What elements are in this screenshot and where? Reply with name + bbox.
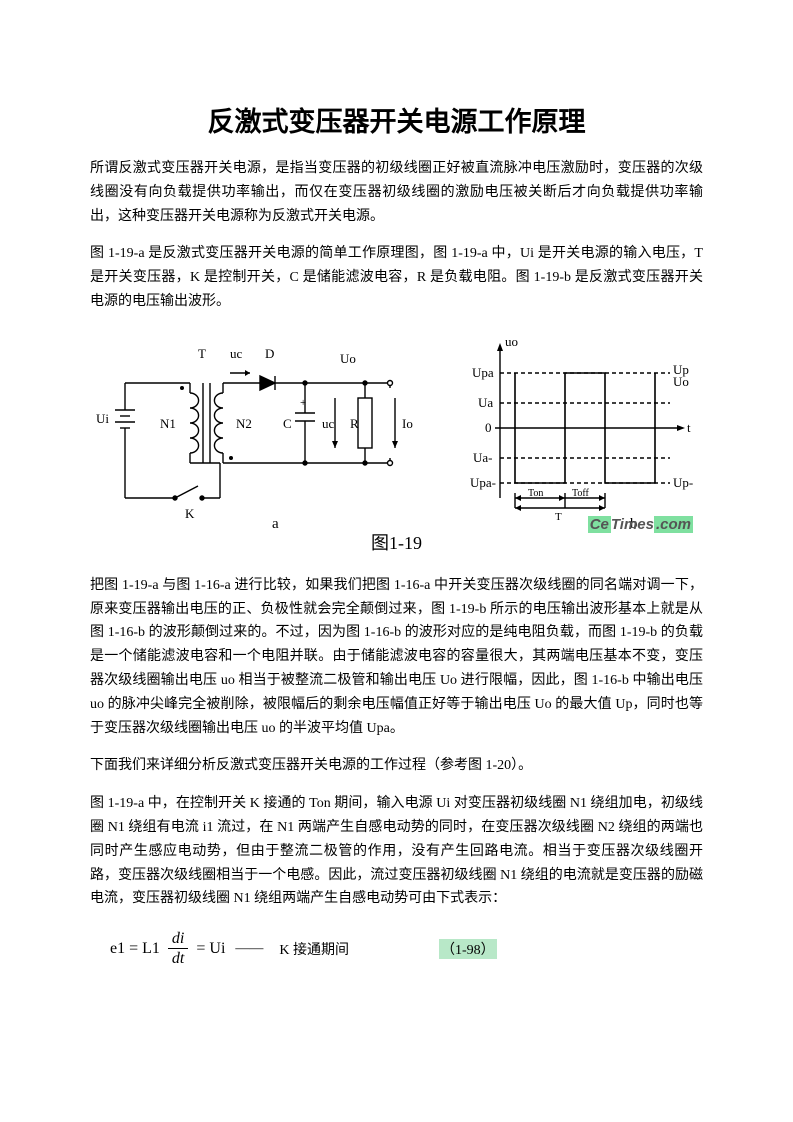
- svg-text:C: C: [283, 416, 292, 431]
- svg-text:Uo: Uo: [673, 374, 689, 389]
- svg-text:Ua: Ua: [478, 395, 493, 410]
- watermark: CeTimes.com: [588, 516, 693, 533]
- svg-text:N2: N2: [236, 416, 252, 431]
- paragraph-1: 所谓反激式变压器开关电源，是指当变压器的初级线圈正好被直流脉冲电压激励时，变压器…: [90, 157, 703, 228]
- svg-text:t: t: [687, 420, 691, 435]
- svg-text:Ua-: Ua-: [473, 450, 493, 465]
- svg-text:D: D: [265, 346, 274, 361]
- svg-text:Uo: Uo: [340, 351, 356, 366]
- svg-text:R: R: [350, 416, 359, 431]
- page-title: 反激式变压器开关电源工作原理: [90, 100, 703, 139]
- svg-text:Ui: Ui: [96, 411, 109, 426]
- svg-text:Upa-: Upa-: [470, 475, 496, 490]
- circuit-diagram: Ui K N1: [90, 328, 700, 533]
- paragraph-4: 下面我们来详细分析反激式变压器开关电源的工作过程（参考图 1-20）。: [90, 754, 703, 778]
- paragraph-5: 图 1-19-a 中，在控制开关 K 接通的 Ton 期间，输入电源 Ui 对变…: [90, 792, 703, 911]
- svg-text:T: T: [198, 346, 206, 361]
- equation-1-98: e1 = L1 di dt = Ui —— K 接通期间 （1-98）: [110, 929, 703, 968]
- figure-1-19: Ui K N1: [90, 328, 703, 558]
- svg-text:uc: uc: [322, 416, 335, 431]
- svg-text:T: T: [555, 511, 562, 523]
- svg-text:+: +: [300, 397, 306, 409]
- svg-text:N1: N1: [160, 416, 176, 431]
- svg-text:uc: uc: [230, 346, 243, 361]
- svg-text:Upa: Upa: [472, 365, 494, 380]
- paragraph-2: 图 1-19-a 是反激式变压器开关电源的简单工作原理图，图 1-19-a 中，…: [90, 242, 703, 313]
- svg-text:0: 0: [485, 420, 492, 435]
- svg-text:Io: Io: [402, 416, 413, 431]
- svg-text:uo: uo: [505, 334, 518, 349]
- svg-text:Up-: Up-: [673, 475, 693, 490]
- svg-text:Toff: Toff: [572, 488, 590, 499]
- svg-text:K: K: [185, 506, 195, 521]
- svg-text:Ton: Ton: [528, 488, 543, 499]
- paragraph-3: 把图 1-19-a 与图 1-16-a 进行比较，如果我们把图 1-16-a 中…: [90, 574, 703, 741]
- svg-text:a: a: [272, 516, 279, 532]
